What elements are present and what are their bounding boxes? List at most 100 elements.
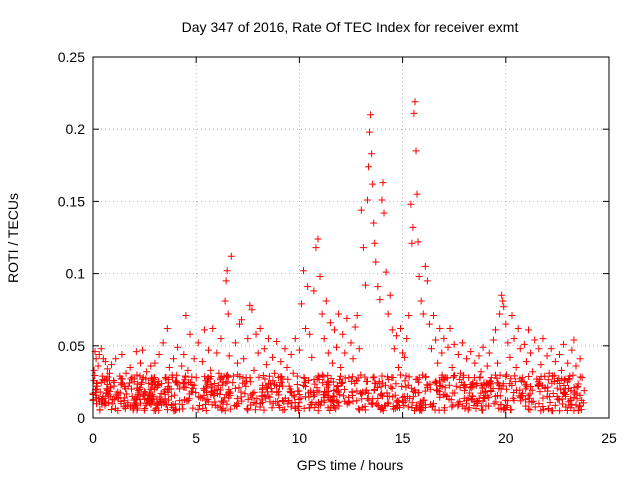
baseline-point	[577, 406, 585, 414]
data-point	[386, 291, 394, 299]
baseline-point	[557, 386, 565, 394]
data-point	[124, 382, 132, 390]
baseline-point	[356, 406, 364, 414]
data-point	[106, 369, 114, 377]
data-point	[269, 353, 277, 361]
data-point	[465, 374, 473, 382]
data-point	[275, 391, 283, 399]
baseline-point	[289, 391, 297, 399]
data-point	[262, 361, 270, 369]
data-point	[314, 235, 322, 243]
data-point	[153, 384, 161, 392]
baseline-point	[531, 403, 539, 411]
y-tick-label: 0.1	[66, 266, 86, 282]
baseline-point	[309, 389, 317, 397]
y-axis-label: ROTI / TECUs	[5, 193, 21, 283]
data-point	[379, 179, 387, 187]
baseline-point	[433, 387, 441, 395]
baseline-point	[210, 391, 218, 399]
baseline-point	[379, 379, 387, 387]
baseline-point	[181, 373, 189, 381]
baseline-point	[378, 390, 386, 398]
baseline-point	[207, 390, 215, 398]
data-point	[120, 397, 128, 405]
baseline-point	[324, 404, 332, 412]
data-point	[94, 362, 102, 370]
data-point	[529, 368, 537, 376]
data-point	[436, 324, 444, 332]
baseline-point	[203, 388, 211, 396]
data-point	[368, 150, 376, 158]
baseline-point	[436, 393, 444, 401]
baseline-point	[441, 384, 449, 392]
baseline-point	[361, 402, 369, 410]
data-point	[471, 359, 479, 367]
data-point	[289, 369, 297, 377]
baseline-point	[179, 378, 187, 386]
data-point	[502, 320, 510, 328]
baseline-point	[394, 397, 402, 405]
baseline-point	[314, 407, 322, 415]
data-point	[207, 366, 215, 374]
data-point	[479, 343, 487, 351]
baseline-point	[271, 380, 278, 388]
baseline-point	[535, 381, 543, 389]
data-point	[512, 363, 520, 371]
data-point	[209, 324, 217, 332]
plot-frame	[92, 56, 610, 419]
baseline-point	[461, 381, 469, 389]
data-point	[355, 345, 363, 353]
data-point	[112, 355, 120, 363]
data-point	[176, 397, 184, 405]
baseline-point	[275, 383, 283, 391]
data-point	[271, 369, 279, 377]
x-tick-label: 5	[192, 430, 200, 446]
baseline-point	[334, 386, 342, 394]
baseline-point	[374, 402, 382, 410]
baseline-point	[349, 397, 357, 405]
data-point	[203, 382, 211, 390]
data-point	[444, 343, 452, 351]
baseline-point	[222, 391, 230, 399]
data-point	[361, 281, 369, 289]
baseline-point	[424, 381, 432, 389]
data-point	[180, 350, 188, 358]
data-point	[130, 375, 138, 383]
data-point	[159, 339, 167, 347]
data-point	[267, 379, 275, 387]
baseline-point	[186, 379, 194, 387]
data-point	[414, 238, 422, 246]
baseline-point	[516, 393, 524, 401]
data-point	[157, 389, 165, 397]
data-point	[452, 382, 460, 390]
baseline-point	[99, 393, 107, 401]
baseline-point	[168, 373, 176, 381]
data-point	[469, 392, 477, 400]
baseline-point	[428, 403, 436, 411]
data-point	[110, 376, 118, 384]
baseline-point	[244, 405, 252, 413]
x-tick-label: 10	[292, 430, 308, 446]
baseline-point	[539, 394, 547, 402]
baseline-point	[329, 378, 337, 386]
baseline-point	[493, 374, 501, 382]
baseline-point	[91, 371, 99, 379]
baseline-point	[567, 395, 575, 403]
baseline-point	[384, 399, 392, 407]
data-point	[461, 387, 469, 395]
data-point	[390, 345, 398, 353]
data-point	[347, 339, 355, 347]
baseline-point	[133, 371, 141, 379]
data-points	[89, 98, 588, 415]
data-point	[188, 388, 196, 396]
baseline-point	[223, 372, 231, 380]
baseline-point	[554, 395, 562, 403]
data-point	[132, 348, 140, 356]
baseline-point	[388, 374, 396, 382]
data-point	[496, 310, 504, 318]
baseline-point	[134, 404, 142, 412]
baseline-point	[484, 381, 492, 389]
data-point	[518, 374, 526, 382]
baseline-point	[208, 401, 216, 409]
baseline-point	[313, 384, 321, 392]
